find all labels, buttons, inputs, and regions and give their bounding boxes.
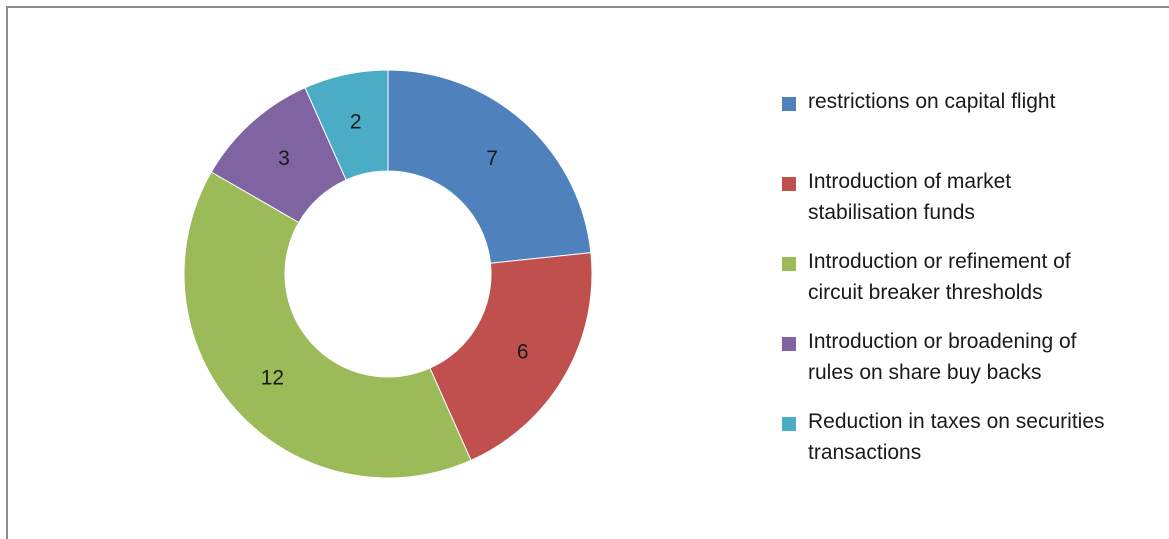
data-label-5: 2: [350, 110, 362, 133]
legend-swatch: [782, 257, 796, 271]
legend-label-line: transactions: [808, 441, 922, 464]
donut-slice-5: [304, 69, 389, 181]
donut-slice-3: [183, 171, 472, 479]
donut-slice-2: [429, 252, 593, 462]
legend-label-line: stabilisation funds: [808, 201, 975, 224]
legend-swatch: [782, 177, 796, 191]
legend-label-line: Reduction in taxes on securities: [808, 410, 1105, 433]
data-label-2: 6: [517, 340, 529, 363]
data-label-4: 3: [278, 147, 290, 170]
legend-swatch: [782, 337, 796, 351]
legend-label: Introduction or refinement of circuit bre…: [808, 246, 1158, 308]
legend-label-line: Introduction or refinement of: [808, 250, 1071, 273]
legend-swatch: [782, 417, 796, 431]
chart-area: 7 6 12 3 2 restrictions on capital flight Int…: [6, 6, 1169, 539]
donut-chart: 7 6 12 3 2: [183, 69, 593, 479]
legend-label: Introduction or broadening of rules on sh…: [808, 326, 1158, 388]
legend-label: Introduction of market stabilisation fund…: [808, 166, 1158, 228]
legend-label-line: Introduction or broadening of: [808, 330, 1077, 353]
legend-label: Reduction in taxes on securities transact…: [808, 406, 1158, 468]
legend-label-line: restrictions on capital flight: [808, 90, 1056, 113]
data-label-3: 12: [261, 367, 284, 390]
donut-slice-1: [387, 69, 592, 264]
data-label-1: 7: [486, 147, 498, 170]
legend-label-line: circuit breaker thresholds: [808, 281, 1043, 304]
legend-label-line: rules on share buy backs: [808, 361, 1042, 384]
legend-swatch: [782, 97, 796, 111]
legend-label: restrictions on capital flight: [808, 86, 1158, 117]
legend-label-line: Introduction of market: [808, 170, 1012, 193]
